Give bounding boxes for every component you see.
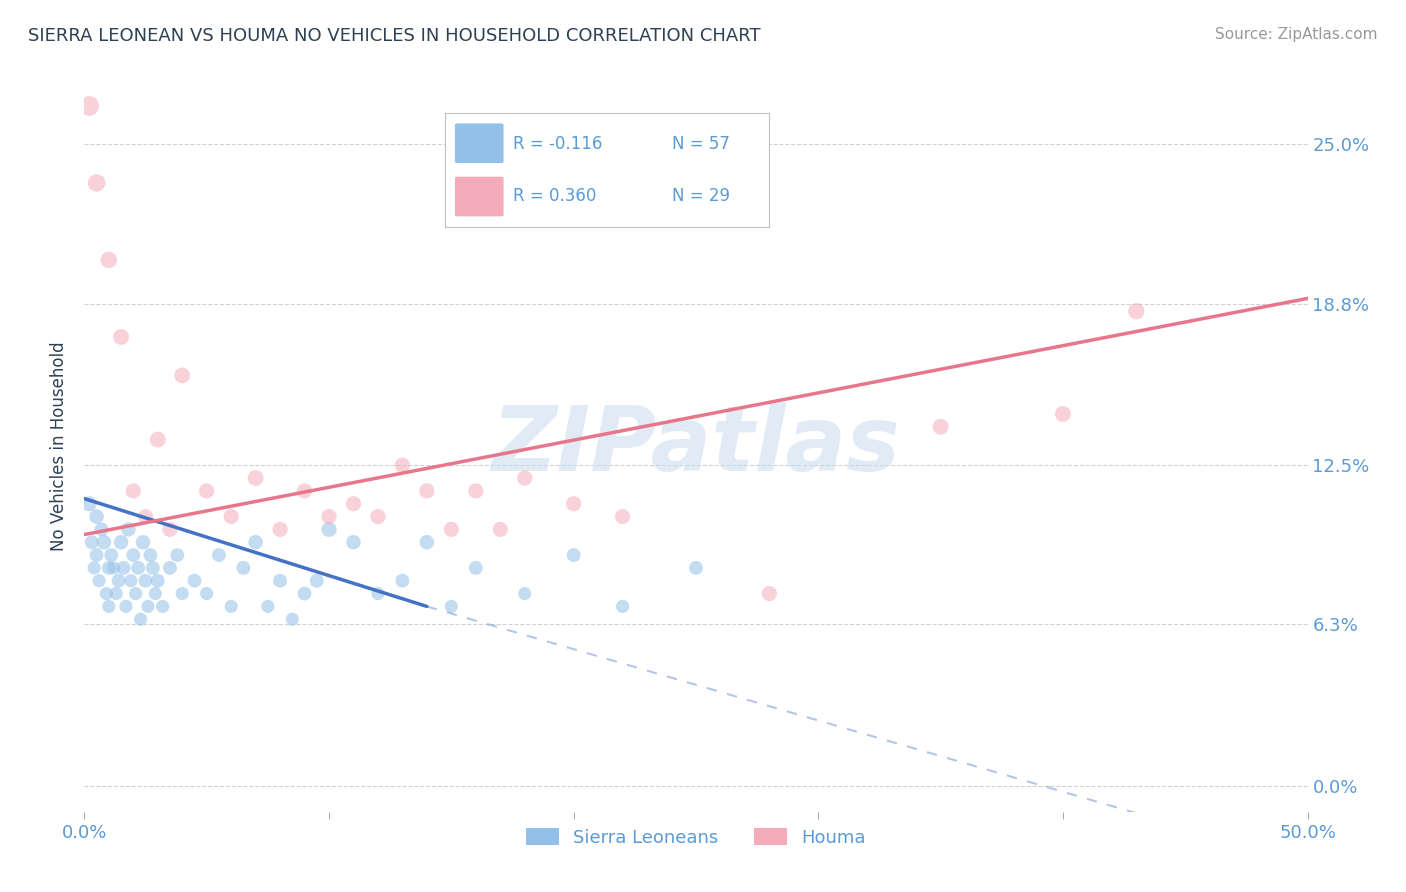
Text: ZIPatlas: ZIPatlas xyxy=(492,402,900,490)
Point xyxy=(122,548,145,562)
Point xyxy=(77,99,100,113)
Point xyxy=(93,535,115,549)
Point xyxy=(416,483,439,498)
Point xyxy=(103,561,125,575)
Point xyxy=(159,561,181,575)
Point xyxy=(562,548,585,562)
Point xyxy=(86,509,108,524)
Point xyxy=(513,586,536,600)
Point xyxy=(110,535,132,549)
Point xyxy=(80,535,103,549)
Point xyxy=(86,176,108,190)
Point xyxy=(305,574,328,588)
Point xyxy=(440,523,463,537)
Point xyxy=(219,599,242,614)
Point xyxy=(112,561,135,575)
Point xyxy=(125,586,148,600)
Point xyxy=(135,574,157,588)
Point xyxy=(97,599,120,614)
Point xyxy=(269,574,291,588)
Point xyxy=(87,574,110,588)
Point xyxy=(232,561,254,575)
Point xyxy=(135,509,157,524)
Point xyxy=(195,483,218,498)
Point xyxy=(257,599,280,614)
Point xyxy=(685,561,707,575)
Point xyxy=(367,586,389,600)
Point xyxy=(183,574,205,588)
Point xyxy=(172,368,194,383)
Point xyxy=(562,497,585,511)
Text: Source: ZipAtlas.com: Source: ZipAtlas.com xyxy=(1215,27,1378,42)
Point xyxy=(86,548,108,562)
Point xyxy=(612,509,634,524)
Text: SIERRA LEONEAN VS HOUMA NO VEHICLES IN HOUSEHOLD CORRELATION CHART: SIERRA LEONEAN VS HOUMA NO VEHICLES IN H… xyxy=(28,27,761,45)
Point xyxy=(143,586,166,600)
Point xyxy=(142,561,165,575)
Point xyxy=(464,561,486,575)
Point xyxy=(269,523,291,537)
Point xyxy=(122,483,145,498)
Point xyxy=(391,458,413,473)
Point xyxy=(117,523,139,537)
Point xyxy=(294,483,316,498)
Point xyxy=(513,471,536,485)
Point xyxy=(294,586,316,600)
Point xyxy=(440,599,463,614)
Point xyxy=(107,574,129,588)
Point xyxy=(245,535,267,549)
Point xyxy=(318,509,340,524)
Point xyxy=(129,612,152,626)
Point xyxy=(132,535,155,549)
Point xyxy=(90,523,112,537)
Point xyxy=(416,535,439,549)
Point xyxy=(110,330,132,344)
Point xyxy=(208,548,231,562)
Point xyxy=(1052,407,1074,421)
Point xyxy=(166,548,188,562)
Point xyxy=(159,523,181,537)
Point xyxy=(146,433,169,447)
Point xyxy=(612,599,634,614)
Point xyxy=(758,586,780,600)
Point xyxy=(318,523,340,537)
Point xyxy=(489,523,512,537)
Point xyxy=(342,497,364,511)
Point xyxy=(100,548,122,562)
Point xyxy=(146,574,169,588)
Point xyxy=(391,574,413,588)
Point xyxy=(172,586,194,600)
Point xyxy=(136,599,159,614)
Point xyxy=(139,548,162,562)
Point xyxy=(464,483,486,498)
Point xyxy=(195,586,218,600)
Legend: Sierra Leoneans, Houma: Sierra Leoneans, Houma xyxy=(519,822,873,854)
Point xyxy=(1125,304,1147,318)
Point xyxy=(83,561,105,575)
Point xyxy=(96,586,118,600)
Point xyxy=(115,599,138,614)
Point xyxy=(105,586,128,600)
Point xyxy=(342,535,364,549)
Point xyxy=(127,561,149,575)
Point xyxy=(120,574,142,588)
Point xyxy=(219,509,242,524)
Point xyxy=(77,497,100,511)
Point xyxy=(97,561,120,575)
Point xyxy=(245,471,267,485)
Point xyxy=(281,612,304,626)
Point xyxy=(367,509,389,524)
Point xyxy=(152,599,174,614)
Point xyxy=(97,252,120,267)
Point xyxy=(929,419,952,434)
Y-axis label: No Vehicles in Household: No Vehicles in Household xyxy=(51,341,69,551)
